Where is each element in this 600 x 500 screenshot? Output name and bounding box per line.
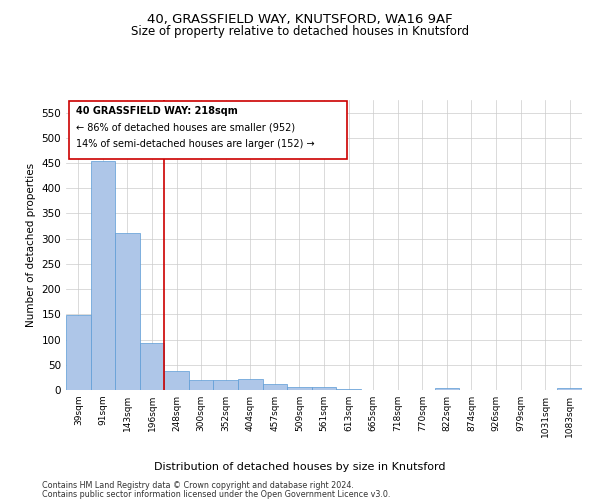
Bar	[238, 379, 263, 390]
Text: Distribution of detached houses by size in Knutsford: Distribution of detached houses by size …	[154, 462, 446, 472]
Bar	[557, 388, 582, 390]
Bar	[164, 371, 189, 390]
Bar	[312, 387, 336, 390]
Text: 40, GRASSFIELD WAY, KNUTSFORD, WA16 9AF: 40, GRASSFIELD WAY, KNUTSFORD, WA16 9AF	[147, 12, 453, 26]
Y-axis label: Number of detached properties: Number of detached properties	[26, 163, 36, 327]
Text: Contains public sector information licensed under the Open Government Licence v3: Contains public sector information licen…	[42, 490, 391, 499]
Text: ← 86% of detached houses are smaller (952): ← 86% of detached houses are smaller (95…	[76, 122, 295, 132]
Bar	[115, 232, 140, 390]
Text: 14% of semi-detached houses are larger (152) →: 14% of semi-detached houses are larger (…	[76, 139, 315, 149]
Bar	[140, 343, 164, 390]
Bar	[434, 388, 459, 390]
FancyBboxPatch shape	[68, 102, 347, 160]
Text: Size of property relative to detached houses in Knutsford: Size of property relative to detached ho…	[131, 25, 469, 38]
Bar	[287, 387, 312, 390]
Text: 40 GRASSFIELD WAY: 218sqm: 40 GRASSFIELD WAY: 218sqm	[76, 106, 238, 116]
Bar	[263, 384, 287, 390]
Bar	[91, 160, 115, 390]
Bar	[189, 380, 214, 390]
Bar	[214, 380, 238, 390]
Bar	[66, 316, 91, 390]
Text: Contains HM Land Registry data © Crown copyright and database right 2024.: Contains HM Land Registry data © Crown c…	[42, 481, 354, 490]
Bar	[336, 389, 361, 390]
